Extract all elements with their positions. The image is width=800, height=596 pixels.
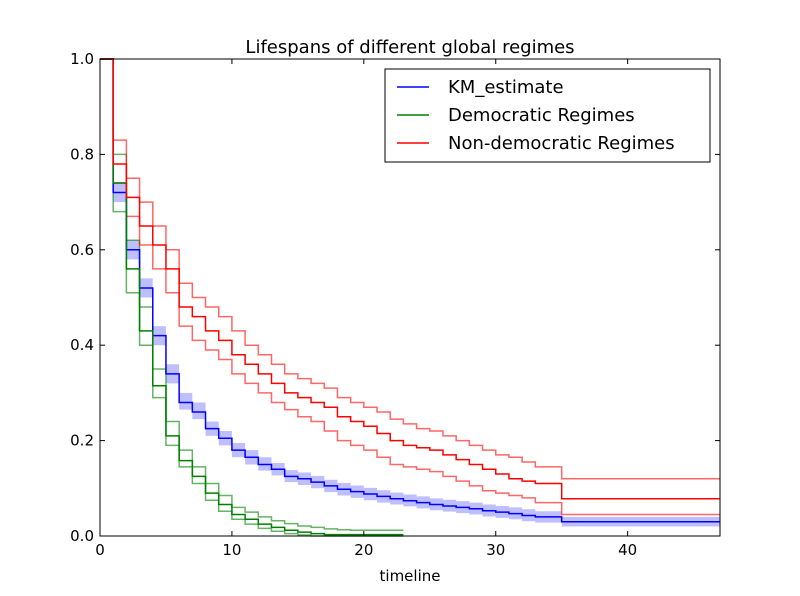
x-axis-label: timeline xyxy=(380,567,441,585)
legend-label: KM_estimate xyxy=(448,77,564,98)
y-tick-label: 0.4 xyxy=(70,336,94,354)
x-tick-label: 10 xyxy=(222,541,241,559)
km-estimate-line xyxy=(100,58,720,523)
survival-lines xyxy=(100,58,720,536)
non-democratic-regimes-ci-lower xyxy=(100,58,720,516)
x-tick-label: 0 xyxy=(95,541,105,559)
legend-label: Non-democratic Regimes xyxy=(448,133,675,154)
y-tick-label: 0.0 xyxy=(70,527,94,545)
plot-frame xyxy=(99,58,721,537)
x-tick-label: 40 xyxy=(618,541,637,559)
axis-ticks: 0 10 20 30 40 0.0 0.2 0.4 0.6 0.8 1.0 xyxy=(70,50,720,559)
legend-box xyxy=(384,68,711,163)
y-tick-label: 0.6 xyxy=(70,241,94,259)
y-tick-label: 0.8 xyxy=(70,145,94,163)
x-tick-label: 20 xyxy=(354,541,373,559)
non-democratic-regimes-ci-upper xyxy=(100,58,720,480)
y-tick-label: 1.0 xyxy=(70,50,94,68)
chart-title: Lifespans of different global regimes xyxy=(245,37,574,58)
democratic-regimes-line xyxy=(100,58,404,536)
legend-label: Democratic Regimes xyxy=(448,105,635,126)
non-democratic-regimes-line xyxy=(100,58,720,500)
x-tick-label: 30 xyxy=(486,541,505,559)
legend: KM_estimate Democratic Regimes Non-democra… xyxy=(384,68,711,163)
y-tick-label: 0.2 xyxy=(70,432,94,450)
